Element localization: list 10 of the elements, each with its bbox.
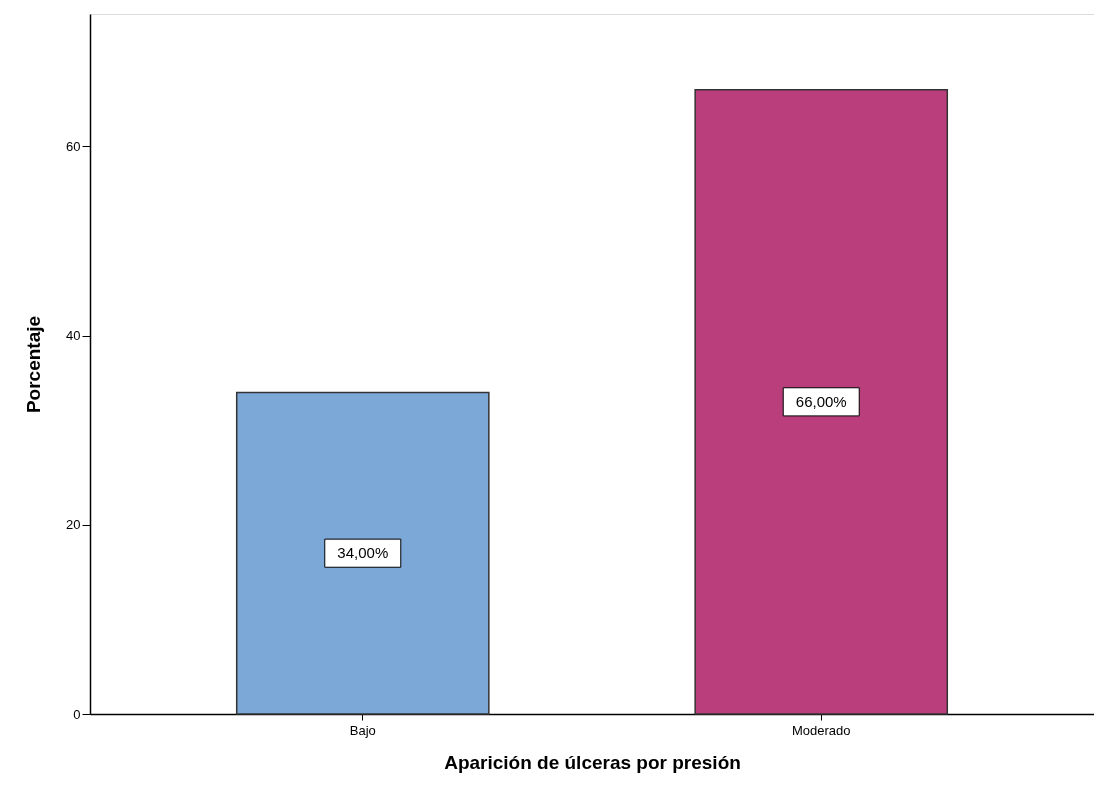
y-axis-title: Porcentaje <box>23 315 45 414</box>
y-tick-label: 0 <box>73 706 81 722</box>
x-tick-label: Moderado <box>791 722 851 738</box>
y-tick-label: 60 <box>66 138 81 154</box>
data-label: 66,00% <box>795 392 847 410</box>
y-tick-label: 20 <box>66 517 81 533</box>
data-label: 34,00% <box>337 544 389 562</box>
x-axis-title: Aparición de úlceras por presión <box>444 751 741 773</box>
x-tick-label: Bajo <box>349 722 376 738</box>
y-tick-label: 40 <box>66 328 81 344</box>
